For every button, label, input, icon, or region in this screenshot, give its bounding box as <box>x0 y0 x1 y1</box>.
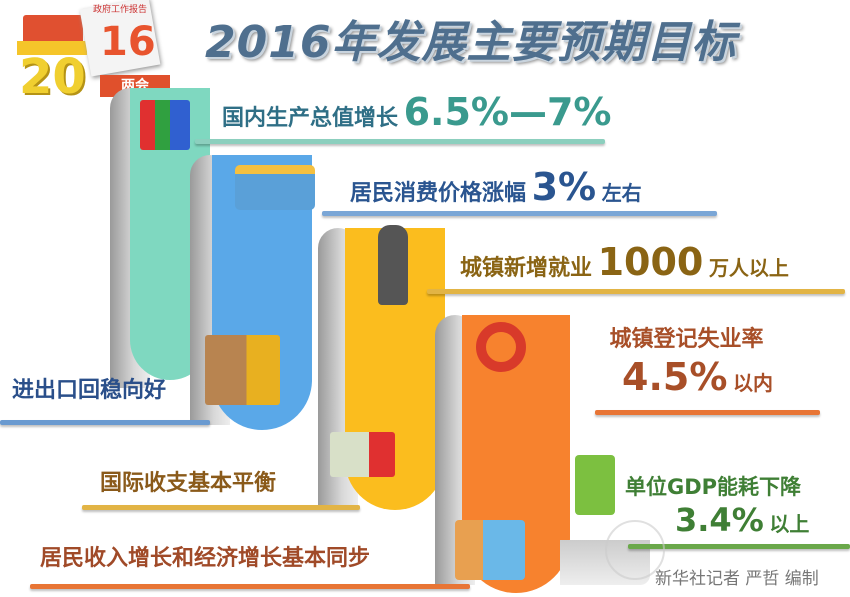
target-balance-label: 国际收支基本平衡 <box>100 471 277 496</box>
gdp-underline <box>195 139 605 144</box>
target-cpi-suffix: 左右 <box>601 181 642 205</box>
balance-underline <box>82 505 360 510</box>
forklift-boxes-icon <box>205 335 280 405</box>
target-energy-label: 单位GDP能耗下降 <box>625 475 802 499</box>
energy-underline <box>628 544 850 549</box>
target-employment-suffix: 万人以上 <box>708 256 789 280</box>
target-unemployment-suffix: 以内 <box>732 371 773 395</box>
target-employment-label: 城镇新增就业 <box>460 256 593 281</box>
target-cpi: 居民消费价格涨幅 3% 左右 <box>350 165 642 209</box>
badge-year-20: 20 <box>19 49 86 105</box>
bar-chart-icon <box>140 100 190 150</box>
target-balance: 国际收支基本平衡 <box>100 465 276 497</box>
income-underline <box>30 584 470 589</box>
green-factory-icon <box>575 455 615 515</box>
target-unemployment-label: 城镇登记失业率 <box>609 327 764 352</box>
target-income-label: 居民收入增长和经济增长基本同步 <box>40 546 371 571</box>
watermark-logo <box>605 520 665 580</box>
target-unemployment-value: 4.5% <box>622 355 728 399</box>
trade-underline <box>0 420 210 425</box>
money-arrow-icon <box>330 432 395 477</box>
target-energy: 单位GDP能耗下降 3.4% 以上 <box>625 474 809 546</box>
target-cpi-label: 居民消费价格涨幅 <box>350 181 527 206</box>
badge-year-16: 16 <box>100 19 156 65</box>
target-trade-label: 进出口回稳向好 <box>12 378 167 403</box>
cpi-underline <box>322 211 717 216</box>
credit-text: 新华社记者 严哲 编制 <box>655 569 819 589</box>
people-pie-chart-icon <box>476 322 526 372</box>
target-gdp: 国内生产总值增长 6.5%—7% <box>222 90 612 134</box>
badge-top-text: 政府工作报告 <box>93 5 148 15</box>
target-employment-value: 1000 <box>597 240 704 284</box>
page-title: 2016年发展主要预期目标 <box>205 17 737 68</box>
target-energy-suffix: 以上 <box>769 512 810 536</box>
folder-calculator-icon <box>455 520 525 580</box>
target-trade: 进出口回稳向好 <box>12 372 166 404</box>
employment-underline <box>427 289 845 294</box>
credit-card-coins-icon <box>235 165 315 210</box>
unemployment-underline <box>595 410 820 415</box>
target-cpi-value: 3% <box>531 165 597 209</box>
target-employment: 城镇新增就业 1000 万人以上 <box>460 240 789 284</box>
businessman-icon <box>378 225 408 305</box>
target-gdp-label: 国内生产总值增长 <box>222 106 399 131</box>
target-gdp-value: 6.5%—7% <box>403 90 612 134</box>
tiananmen-icon <box>23 15 83 43</box>
target-unemployment: 城镇登记失业率 4.5% 以内 <box>600 326 773 408</box>
target-income: 居民收入增长和经济增长基本同步 <box>40 540 370 572</box>
target-energy-value: 3.4% <box>675 501 764 539</box>
yellow-ribbon <box>17 41 87 55</box>
